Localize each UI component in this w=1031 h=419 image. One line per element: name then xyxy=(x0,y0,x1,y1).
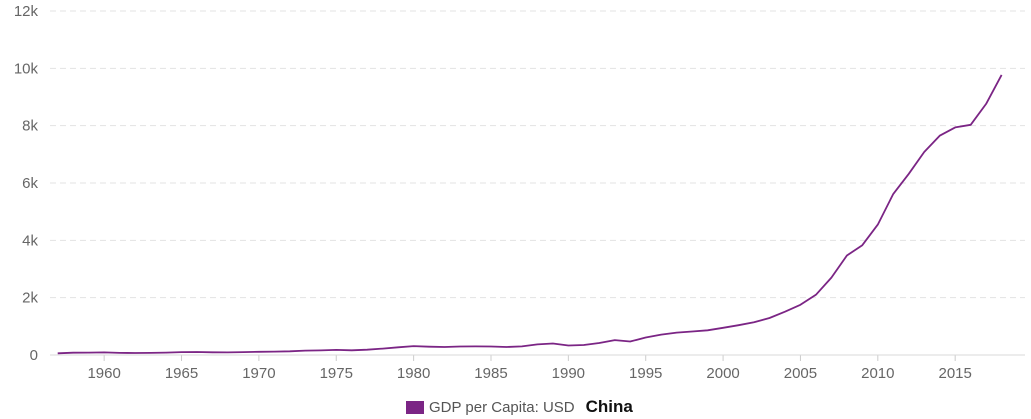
data-point-1974[interactable] xyxy=(318,347,324,353)
y-tick-label: 10k xyxy=(14,60,39,77)
data-point-1962[interactable] xyxy=(132,350,138,356)
data-point-1994[interactable] xyxy=(627,339,633,345)
data-point-2000[interactable] xyxy=(720,325,726,331)
data-point-1983[interactable] xyxy=(457,344,463,350)
x-axis: 1960 1965 1970 1975 1980 1985 1990 1995 2000 2005… xyxy=(87,355,972,382)
y-tick-label: 0 xyxy=(30,347,38,364)
y-tick-label: 2k xyxy=(22,290,38,307)
data-point-2002[interactable] xyxy=(751,319,757,325)
series-line-gdp-per-capita[interactable] xyxy=(57,74,1003,355)
data-point-1959[interactable] xyxy=(86,350,92,356)
data-point-1980[interactable] xyxy=(411,343,417,349)
data-point-1968[interactable] xyxy=(225,349,231,355)
data-point-2013[interactable] xyxy=(921,149,927,155)
data-point-2003[interactable] xyxy=(767,315,773,321)
data-point-1975[interactable] xyxy=(333,347,339,353)
x-tick-label: 1970 xyxy=(242,365,275,382)
data-point-1982[interactable] xyxy=(442,344,448,350)
y-tick-label: 12k xyxy=(14,3,39,20)
data-point-1981[interactable] xyxy=(426,344,432,350)
legend-series-label: GDP per Capita: USD xyxy=(429,398,575,416)
data-point-1984[interactable] xyxy=(473,343,479,349)
data-point-1976[interactable] xyxy=(349,347,355,353)
x-tick-label: 2000 xyxy=(706,365,739,382)
grid-lines xyxy=(50,10,1025,299)
data-point-1972[interactable] xyxy=(287,348,293,354)
data-point-2016[interactable] xyxy=(968,122,974,128)
data-point-1989[interactable] xyxy=(550,341,556,347)
data-point-1957[interactable] xyxy=(55,350,61,356)
data-point-1965[interactable] xyxy=(179,349,185,355)
data-point-2009[interactable] xyxy=(859,242,865,248)
data-point-2017[interactable] xyxy=(983,101,989,107)
series-group xyxy=(55,72,1005,356)
data-point-1977[interactable] xyxy=(364,347,370,353)
x-tick-label: 1990 xyxy=(552,365,585,382)
data-point-2012[interactable] xyxy=(906,171,912,177)
data-point-1969[interactable] xyxy=(240,349,246,355)
x-tick-label: 2005 xyxy=(784,365,817,382)
data-point-2001[interactable] xyxy=(736,322,742,328)
data-point-1987[interactable] xyxy=(519,343,525,349)
data-point-1991[interactable] xyxy=(581,342,587,348)
data-point-1999[interactable] xyxy=(705,327,711,333)
legend[interactable]: GDP per Capita: USD China xyxy=(406,396,633,418)
data-point-1997[interactable] xyxy=(674,330,680,336)
y-tick-label: 8k xyxy=(22,118,38,135)
y-tick-label: 4k xyxy=(22,232,38,249)
data-point-2018[interactable] xyxy=(999,72,1005,78)
legend-swatch xyxy=(406,400,424,414)
data-point-1973[interactable] xyxy=(302,348,308,354)
x-tick-label: 1975 xyxy=(320,365,353,382)
data-point-2011[interactable] xyxy=(890,191,896,197)
data-point-1979[interactable] xyxy=(395,344,401,350)
data-point-1995[interactable] xyxy=(643,335,649,341)
data-point-1964[interactable] xyxy=(163,350,169,356)
data-point-1978[interactable] xyxy=(380,346,386,352)
y-axis: 0 2k 4k 6k 8k 10k 12k xyxy=(14,3,39,364)
legend-country-label: China xyxy=(585,397,633,416)
data-point-1985[interactable] xyxy=(488,344,494,350)
x-tick-label: 2010 xyxy=(861,365,894,382)
data-point-2010[interactable] xyxy=(875,222,881,228)
data-point-2007[interactable] xyxy=(828,275,834,281)
data-point-1992[interactable] xyxy=(596,340,602,346)
data-point-1998[interactable] xyxy=(689,328,695,334)
x-tick-label: 1995 xyxy=(629,365,662,382)
data-point-1986[interactable] xyxy=(503,344,509,350)
data-point-2005[interactable] xyxy=(797,302,803,308)
data-point-1993[interactable] xyxy=(612,337,618,343)
y-tick-label: 6k xyxy=(22,175,38,192)
x-tick-label: 1985 xyxy=(474,365,507,382)
data-point-1963[interactable] xyxy=(148,350,154,356)
data-point-1958[interactable] xyxy=(70,350,76,356)
data-point-1960[interactable] xyxy=(101,349,107,355)
x-tick-label: 2015 xyxy=(938,365,971,382)
data-point-1971[interactable] xyxy=(271,349,277,355)
data-point-1967[interactable] xyxy=(209,349,215,355)
data-point-2008[interactable] xyxy=(844,253,850,259)
data-point-2004[interactable] xyxy=(782,309,788,315)
x-tick-label: 1960 xyxy=(87,365,120,382)
data-point-1990[interactable] xyxy=(565,343,571,349)
data-point-1966[interactable] xyxy=(194,349,200,355)
data-point-2014[interactable] xyxy=(937,133,943,139)
data-point-2006[interactable] xyxy=(813,292,819,298)
x-tick-label: 1965 xyxy=(165,365,198,382)
data-point-1988[interactable] xyxy=(534,341,540,347)
data-point-1970[interactable] xyxy=(256,349,262,355)
x-tick-label: 1980 xyxy=(397,365,430,382)
data-point-1996[interactable] xyxy=(658,332,664,338)
data-point-1961[interactable] xyxy=(117,350,123,356)
data-point-2015[interactable] xyxy=(952,124,958,130)
